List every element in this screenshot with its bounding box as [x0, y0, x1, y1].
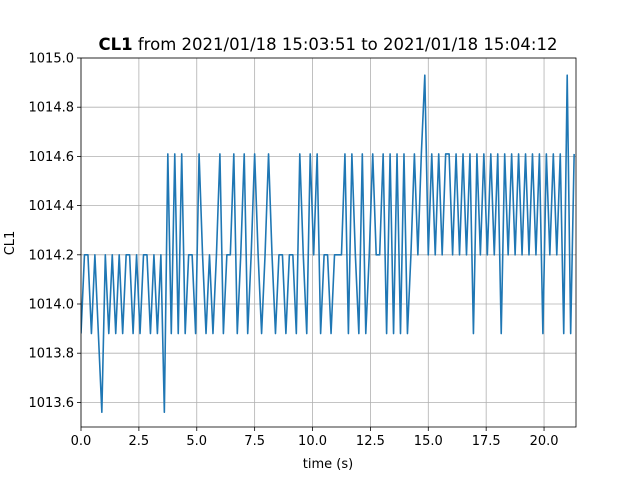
y-tick-label: 1013.8	[29, 347, 75, 362]
chart-title: CL1 from 2021/01/18 15:03:51 to 2021/01/…	[99, 35, 558, 54]
y-tick-label: 1014.2	[29, 248, 75, 263]
x-tick-label: 15.0	[414, 434, 443, 449]
data-line	[81, 74, 575, 414]
title-text: from 2021/01/18 15:03:51 to 2021/01/18 1…	[138, 35, 558, 54]
y-tick-label: 1014.0	[29, 298, 75, 313]
x-tick-label: 7.5	[244, 434, 265, 449]
y-tick-label: 1014.4	[29, 199, 75, 214]
y-tick-label: 1013.6	[29, 396, 75, 411]
x-tick-label: 10.0	[298, 434, 327, 449]
y-tick-label: 1014.6	[29, 150, 75, 165]
x-tick-label: 12.5	[356, 434, 385, 449]
y-tick-label: 1014.8	[29, 101, 75, 116]
y-tick-label: 1015.0	[29, 52, 75, 67]
x-tick-label: 0.0	[71, 434, 92, 449]
x-tick-label: 5.0	[186, 434, 207, 449]
x-axis-label: time (s)	[303, 457, 353, 472]
title-name: CL1	[99, 35, 133, 54]
plot-frame	[80, 57, 577, 428]
x-tick-label: 20.0	[530, 434, 559, 449]
x-tick-label: 2.5	[129, 434, 150, 449]
y-axis-label: CL1	[3, 231, 18, 256]
x-tick-label: 17.5	[472, 434, 501, 449]
